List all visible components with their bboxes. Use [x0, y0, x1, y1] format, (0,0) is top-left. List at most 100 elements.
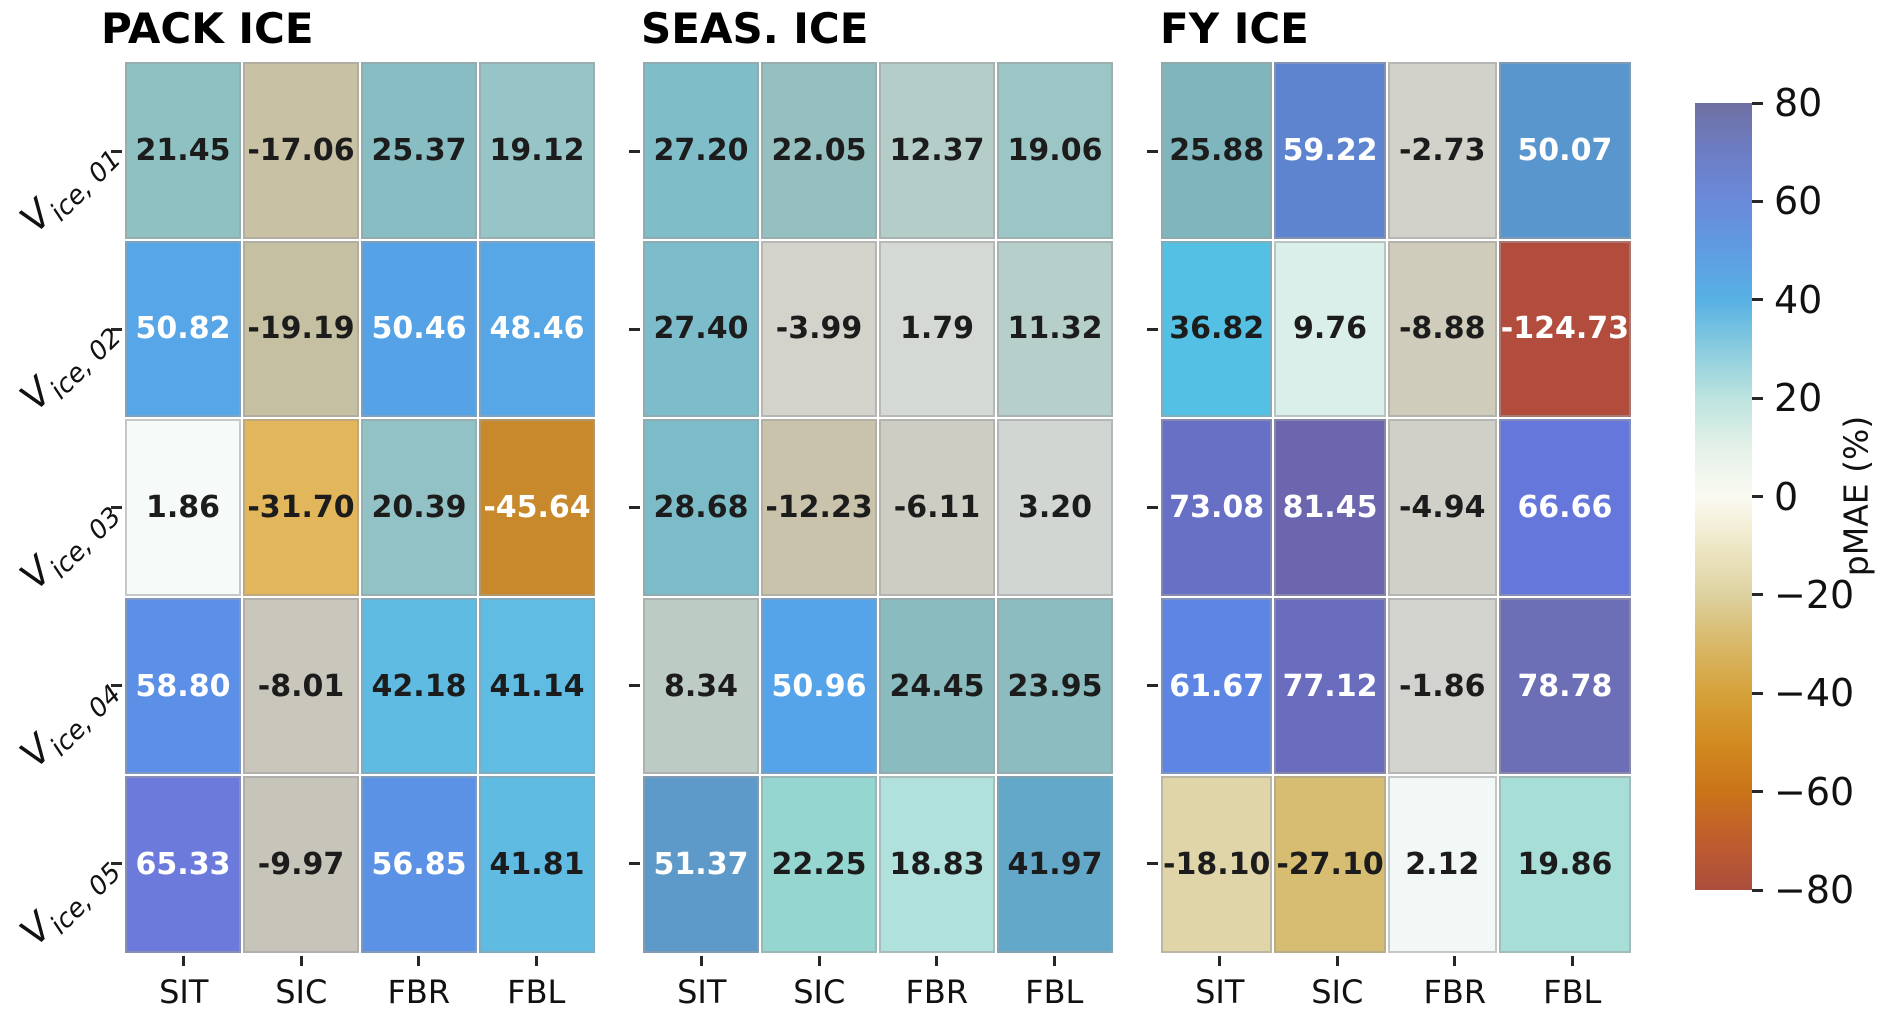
row-label-subscript: ice, 03	[44, 500, 128, 584]
heatmap-cell: 3.20	[997, 419, 1113, 596]
row-label: Vice, 04	[11, 664, 127, 776]
colorbar-tick-mark	[1752, 495, 1763, 498]
colorbar-tick-label: −20	[1774, 572, 1855, 617]
heatmap-cell: -3.99	[761, 240, 877, 418]
heatmap-cell: 24.45	[879, 597, 995, 775]
x-tick-label: FBL	[1025, 973, 1084, 1011]
colorbar-tick-mark	[1752, 101, 1763, 105]
heatmap-cell: 1.79	[879, 240, 995, 418]
heatmap-cell: -45.64	[479, 419, 595, 596]
x-tick-mark	[1052, 956, 1056, 966]
heatmap-grid-fy-ice: 25.88 59.22 -2.73 50.07 36.82 9.76 -8.88 -124.7…	[1161, 62, 1631, 953]
heatmap-cell: 59.22	[1274, 62, 1386, 239]
heatmap-cell: 28.68	[643, 419, 759, 596]
colorbar-tick-mark	[1752, 790, 1763, 794]
x-tick-mark	[1335, 956, 1339, 966]
heatmap-cell: 23.95	[997, 597, 1113, 775]
heatmap-cell: -17.06	[243, 62, 359, 239]
y-tick-mark	[111, 684, 122, 688]
colorbar-axis-label: pMAE (%)	[1836, 415, 1876, 577]
heatmap-cell: -19.19	[243, 240, 359, 418]
colorbar-tick-label: 80	[1774, 81, 1823, 125]
heatmap-cell: -2.73	[1387, 62, 1497, 239]
heatmap-cell: -124.73	[1498, 240, 1631, 418]
x-tick-mark	[1453, 956, 1457, 966]
colorbar	[1695, 103, 1752, 890]
heatmap-cell: 65.33	[125, 776, 241, 953]
heatmap-panel-pack-ice: 21.45 -17.06 25.37 19.12 50.82 -19.19 50.46 48.…	[125, 62, 595, 953]
heatmap-cell: -18.10	[1161, 776, 1273, 953]
x-tick-mark	[417, 956, 421, 966]
panel-title-fy-ice: FY ICE	[1160, 4, 1309, 53]
x-tick-label: SIT	[1195, 973, 1245, 1011]
heatmap-cell: 51.37	[643, 776, 759, 953]
heatmap-cell: 73.08	[1161, 419, 1273, 596]
heatmap-cell: 81.45	[1274, 419, 1386, 596]
colorbar-tick-label: 20	[1774, 376, 1823, 421]
x-tick-label: SIC	[793, 973, 846, 1011]
colorbar-tick-mark	[1752, 593, 1763, 597]
x-tick-label: SIC	[275, 973, 328, 1011]
x-tick-label: SIC	[1311, 973, 1364, 1011]
heatmap-cell: 2.12	[1387, 776, 1497, 953]
colorbar-tick-label: 40	[1774, 277, 1823, 322]
heatmap-cell: 66.66	[1498, 419, 1631, 596]
heatmap-cell: -8.88	[1387, 240, 1497, 418]
heatmap-cell: 21.45	[125, 62, 241, 239]
heatmap-cell: 19.06	[997, 62, 1113, 239]
x-tick-mark	[182, 956, 186, 966]
heatmap-cell: 20.39	[361, 419, 477, 596]
heatmap-cell: 22.25	[761, 776, 877, 953]
heatmap-cell: 41.14	[479, 597, 595, 775]
heatmap-cell: 12.37	[879, 62, 995, 239]
y-tick-mark	[111, 149, 122, 153]
heatmap-cell: -9.97	[243, 776, 359, 953]
y-tick-mark	[1147, 506, 1158, 509]
colorbar-tick-mark	[1752, 888, 1763, 892]
row-label: Vice, 05	[11, 843, 127, 954]
y-tick-mark	[629, 149, 640, 153]
heatmap-cell: 1.86	[125, 419, 241, 596]
panel-title-seas-ice: SEAS. ICE	[641, 4, 869, 53]
heatmap-cell: 9.76	[1274, 240, 1386, 418]
y-tick-mark	[629, 327, 640, 331]
y-tick-mark	[629, 862, 640, 866]
heatmap-cell: 18.83	[879, 776, 995, 953]
heatmap-cell: 27.20	[643, 62, 759, 239]
x-tick-label: FBL	[507, 973, 566, 1011]
row-label-subscript: ice, 01	[44, 144, 128, 228]
row-label: Vice, 02	[11, 308, 127, 420]
heatmap-cell: 8.34	[643, 597, 759, 775]
heatmap-grid-pack-ice: 21.45 -17.06 25.37 19.12 50.82 -19.19 50.46 48.…	[125, 62, 595, 953]
colorbar-tick-mark	[1752, 396, 1763, 400]
heatmap-cell: -31.70	[243, 419, 359, 596]
x-tick-mark	[1570, 956, 1574, 966]
heatmap-cell: 50.82	[125, 240, 241, 418]
y-tick-mark	[629, 684, 640, 688]
x-tick-mark	[299, 956, 303, 966]
colorbar-tick-mark	[1752, 199, 1763, 203]
x-tick-mark	[1218, 956, 1222, 966]
heatmap-cell: 41.97	[997, 776, 1113, 953]
heatmap-cell: 42.18	[361, 597, 477, 775]
heatmap-cell: 50.96	[761, 597, 877, 775]
y-tick-mark	[629, 506, 640, 509]
heatmap-cell: 50.07	[1498, 62, 1631, 239]
x-tick-mark	[935, 956, 939, 966]
heatmap-cell: 25.37	[361, 62, 477, 239]
heatmap-cell: 41.81	[479, 776, 595, 953]
y-tick-mark	[111, 506, 122, 509]
heatmap-cell: -1.86	[1387, 597, 1497, 775]
x-tick-label: SIT	[159, 973, 209, 1011]
heatmap-cell: 27.40	[643, 240, 759, 418]
heatmap-cell: -8.01	[243, 597, 359, 775]
colorbar-tick-label: −40	[1774, 671, 1855, 716]
y-tick-mark	[111, 327, 122, 331]
row-label: Vice, 01	[11, 130, 127, 241]
colorbar-tick-label: −60	[1774, 769, 1855, 814]
x-tick-mark	[817, 956, 821, 966]
heatmap-cell: -6.11	[879, 419, 995, 596]
heatmap-cell: 19.86	[1498, 776, 1631, 953]
heatmap-cell: 78.78	[1498, 597, 1631, 775]
